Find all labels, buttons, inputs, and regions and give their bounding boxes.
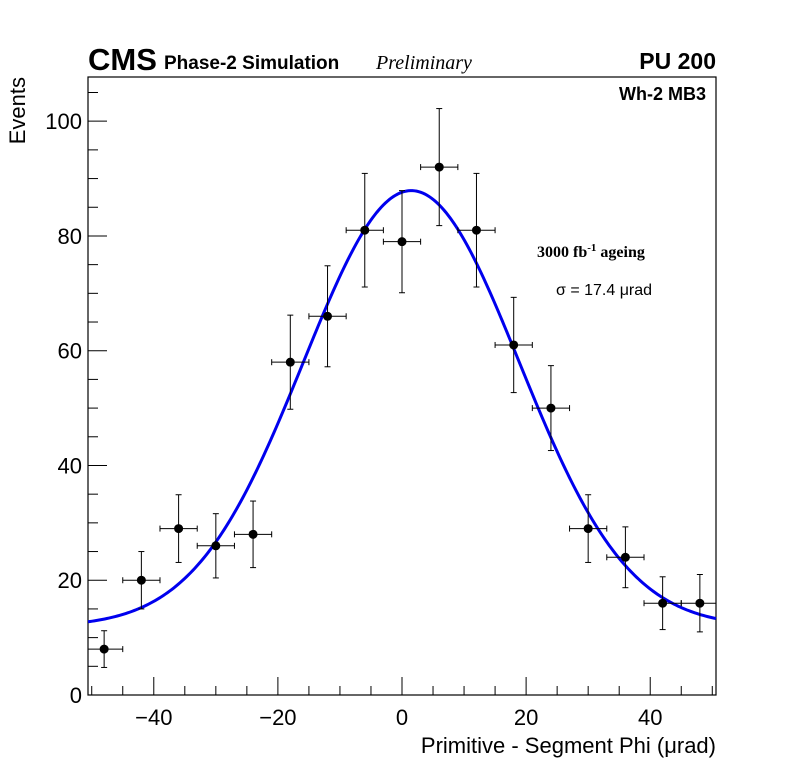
ageing-label: 3000 fb-1 ageing	[537, 242, 645, 261]
x-tick-label: −20	[259, 705, 296, 730]
y-tick-label: 40	[58, 453, 82, 478]
data-point	[233, 500, 273, 569]
data-point	[531, 365, 571, 452]
ageing-suffix: ageing	[596, 244, 644, 261]
data-point	[159, 494, 198, 563]
x-axis-title: Primitive - Segment Phi (μrad)	[421, 733, 716, 758]
data-point	[569, 494, 608, 563]
data-marker	[248, 529, 258, 539]
data-point	[88, 630, 124, 668]
data-point	[680, 573, 716, 633]
pileup-label: PU 200	[639, 48, 716, 74]
station-label: Wh-2 MB3	[619, 84, 706, 104]
preliminary-label: Preliminary	[375, 52, 472, 74]
data-point	[196, 513, 235, 579]
data-marker	[136, 575, 146, 585]
y-tick-label: 60	[58, 339, 82, 364]
y-tick-label: 20	[58, 568, 82, 593]
cms-label: CMS	[88, 42, 157, 77]
data-marker	[211, 541, 221, 551]
data-point	[643, 576, 682, 631]
data-point	[271, 314, 310, 410]
x-tick-label: 0	[396, 705, 408, 730]
data-point	[345, 172, 384, 288]
data-points-group	[88, 108, 716, 668]
data-point	[382, 190, 422, 294]
data-marker	[360, 225, 370, 235]
data-marker	[434, 162, 444, 172]
data-marker	[174, 524, 184, 534]
data-marker	[471, 225, 481, 235]
data-point	[494, 296, 533, 394]
data-point	[606, 526, 645, 589]
ageing-superscript: -1	[587, 242, 596, 254]
data-marker	[285, 357, 295, 367]
plot-frame	[87, 76, 717, 696]
x-tick-label: −40	[135, 705, 172, 730]
axes: −40 −20 0 20 40 0 20 40 60 80 100	[45, 91, 713, 730]
data-marker	[658, 598, 668, 608]
sigma-label: σ = 17.4 μrad	[556, 282, 652, 299]
data-marker	[509, 340, 519, 350]
y-tick-label: 100	[45, 109, 82, 134]
data-point	[420, 108, 459, 227]
data-marker	[99, 644, 109, 654]
data-marker	[397, 237, 407, 247]
x-tick-label: 40	[638, 705, 662, 730]
data-point	[308, 265, 347, 368]
data-point	[122, 551, 161, 610]
data-marker	[695, 598, 705, 608]
y-axis-title: Events	[5, 77, 30, 144]
data-marker	[546, 403, 556, 413]
ageing-prefix: 3000 fb	[537, 244, 587, 261]
data-marker	[323, 311, 333, 321]
phase-2-simulation-label: Phase-2 Simulation	[164, 53, 339, 74]
x-tick-label: 20	[514, 705, 538, 730]
data-marker	[583, 524, 593, 534]
data-point	[457, 172, 496, 288]
data-marker	[620, 552, 630, 562]
y-tick-label: 80	[58, 224, 82, 249]
y-tick-label: 0	[70, 683, 82, 708]
